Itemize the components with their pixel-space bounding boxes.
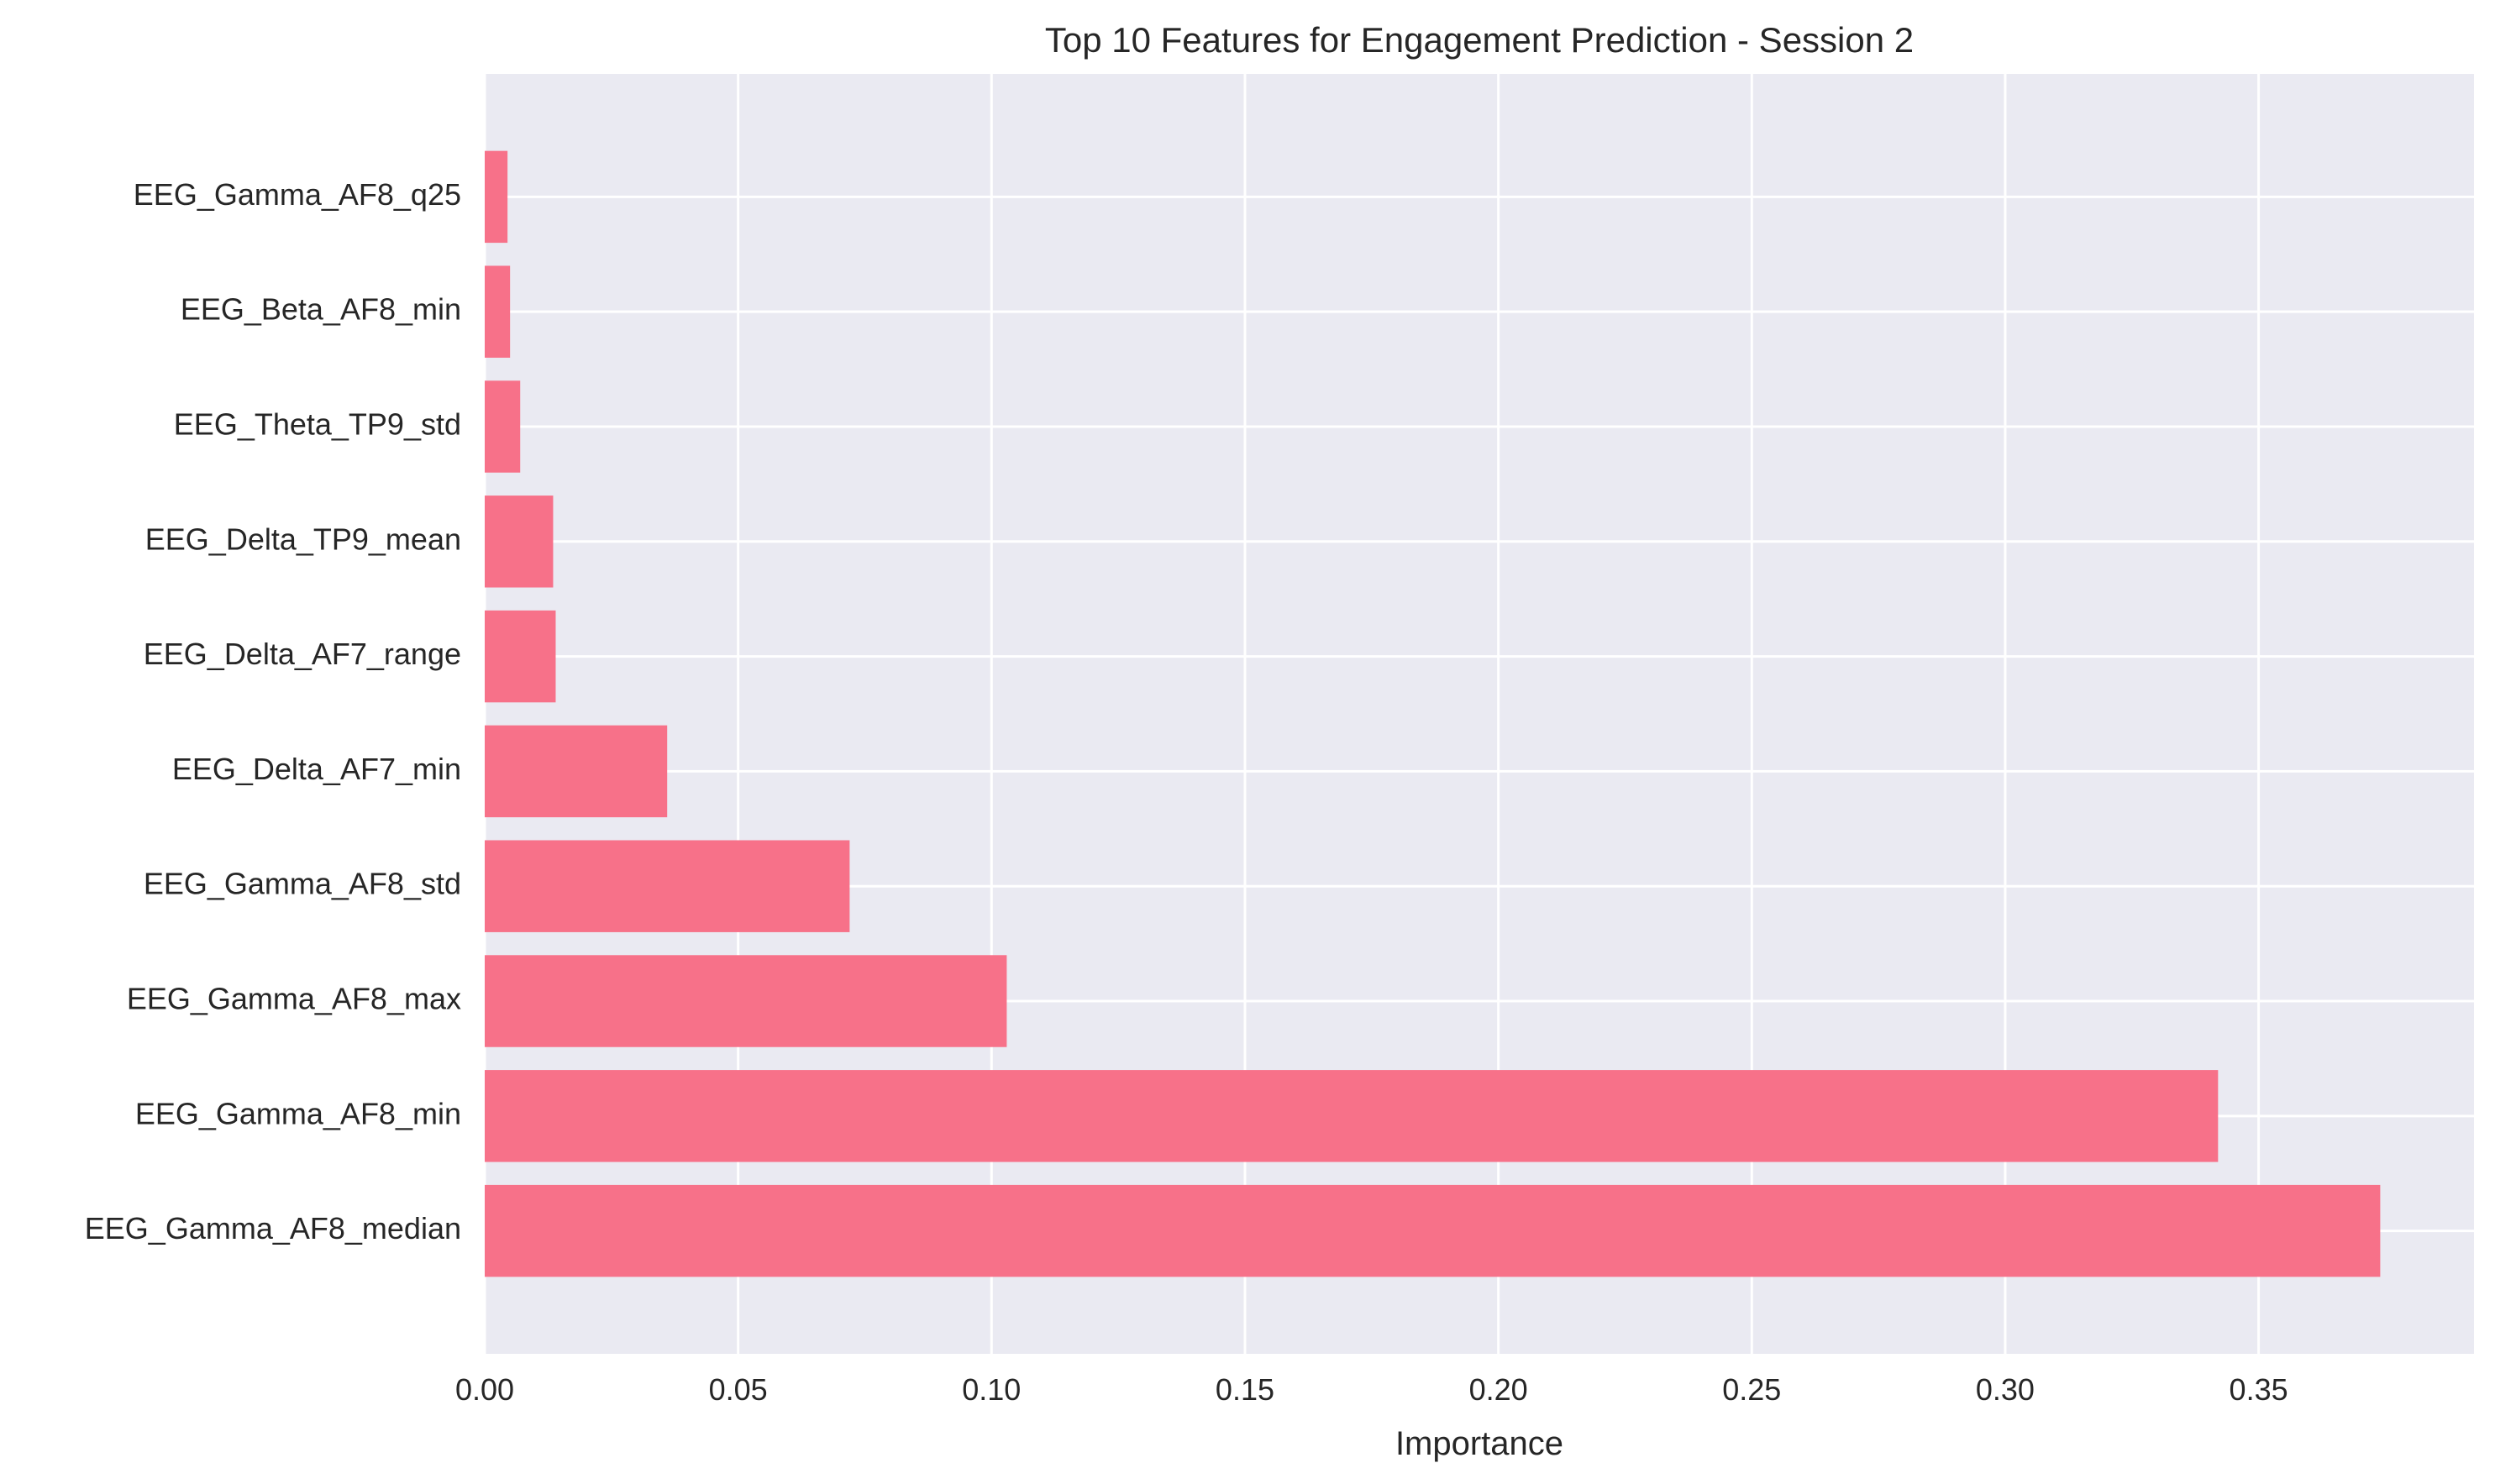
x-tick-label: 0.10 xyxy=(962,1372,1021,1407)
bar-EEG_Delta_AF7_range xyxy=(485,610,556,703)
x-tick-label: 0.20 xyxy=(1469,1372,1528,1407)
x-tick-labels: 0.00 0.05 0.10 0.15 0.20 0.25 0.30 0.35 xyxy=(455,1372,2288,1407)
bar-EEG_Gamma_AF8_max xyxy=(485,955,1007,1047)
y-tick-label: EEG_Gamma_AF8_max xyxy=(127,982,461,1016)
x-tick-label: 0.30 xyxy=(1976,1372,2035,1407)
x-axis-label: Importance xyxy=(1395,1425,1563,1462)
x-tick-label: 0.00 xyxy=(455,1372,514,1407)
x-tick-label: 0.25 xyxy=(1722,1372,1781,1407)
y-tick-labels: EEG_Gamma_AF8_median EEG_Gamma_AF8_min EEG… xyxy=(85,177,461,1245)
y-tick-label: EEG_Gamma_AF8_median xyxy=(85,1211,461,1245)
bar-EEG_Gamma_AF8_median xyxy=(485,1184,2381,1277)
x-tick-label: 0.05 xyxy=(709,1372,768,1407)
bar-EEG_Gamma_AF8_std xyxy=(485,840,850,932)
bar-EEG_Theta_TP9_std xyxy=(485,380,521,473)
y-tick-label: EEG_Gamma_AF8_q25 xyxy=(134,177,461,212)
y-tick-label: EEG_Delta_AF7_range xyxy=(144,637,461,671)
y-tick-label: EEG_Theta_TP9_std xyxy=(174,407,461,442)
y-tick-label: EEG_Beta_AF8_min xyxy=(181,292,461,327)
chart-title: Top 10 Features for Engagement Predictio… xyxy=(1045,20,1914,60)
bar-EEG_Gamma_AF8_min xyxy=(485,1070,2219,1162)
bar-EEG_Beta_AF8_min xyxy=(485,265,511,358)
x-tick-label: 0.35 xyxy=(2230,1372,2288,1407)
y-tick-label: EEG_Gamma_AF8_min xyxy=(135,1096,461,1130)
bar-EEG_Delta_TP9_mean xyxy=(485,496,554,588)
y-tick-label: EEG_Delta_AF7_min xyxy=(172,752,461,786)
bar-EEG_Gamma_AF8_q25 xyxy=(485,150,508,244)
bars xyxy=(485,150,2381,1277)
y-tick-label: EEG_Delta_TP9_mean xyxy=(145,522,461,556)
y-tick-label: EEG_Gamma_AF8_std xyxy=(144,867,461,901)
x-tick-label: 0.15 xyxy=(1216,1372,1274,1407)
bar-EEG_Delta_AF7_min xyxy=(485,725,668,818)
